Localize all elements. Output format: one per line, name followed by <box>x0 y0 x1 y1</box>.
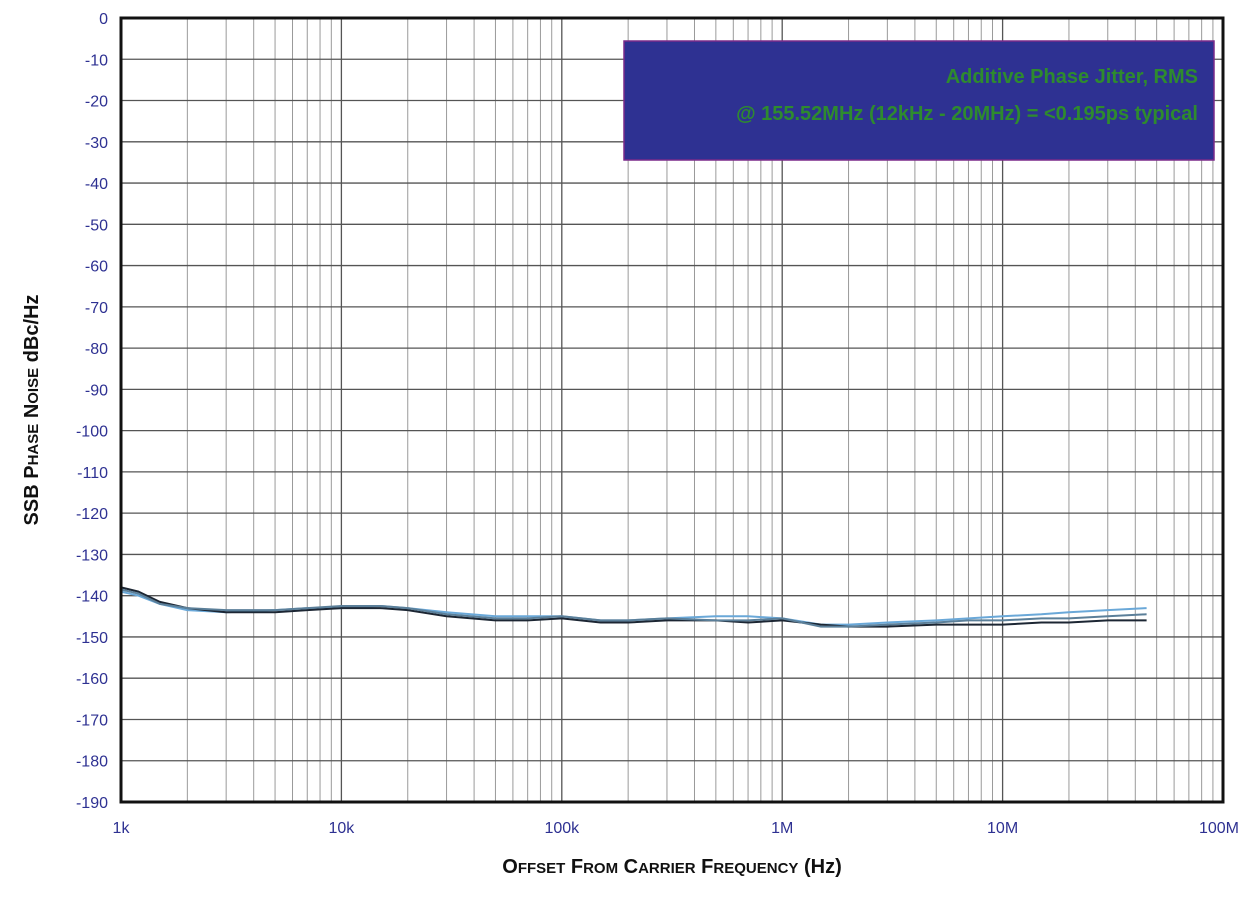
series-line-2 <box>120 586 1147 628</box>
y-tick-label: -190 <box>76 795 108 812</box>
x-tick-label: 1k <box>113 820 131 837</box>
y-tick-label: -60 <box>85 259 108 276</box>
y-tick-label: -40 <box>85 176 108 193</box>
y-tick-label: -120 <box>76 506 108 523</box>
y-tick-label: -140 <box>76 589 108 606</box>
y-tick-label: -100 <box>76 424 108 441</box>
plot-frame <box>119 16 1225 804</box>
annotation-box: Additive Phase Jitter, RMS @ 155.52MHz (… <box>623 40 1215 161</box>
y-tick-label: -170 <box>76 712 108 729</box>
y-tick-label: -130 <box>76 547 108 564</box>
x-axis-label: OFFSET FROM CARRIER FREQUENCY (Hz) <box>502 856 841 878</box>
y-tick-label: 0 <box>99 11 108 28</box>
x-tick-label: 100k <box>544 820 580 837</box>
y-tick-label: -90 <box>85 382 108 399</box>
y-tick-label: -150 <box>76 630 108 647</box>
y-tick-label: -110 <box>77 465 108 482</box>
y-tick-label: -160 <box>76 671 108 688</box>
y-tick-label: -10 <box>85 52 108 69</box>
x-tick-label: 100M <box>1199 820 1239 837</box>
x-tick-labels: 1k 10k 100k 1M 10M 100M <box>113 820 1239 837</box>
y-tick-label: -50 <box>85 217 108 234</box>
series-layer <box>120 586 1147 628</box>
y-tick-label: -180 <box>76 754 108 771</box>
series-line-3 <box>120 588 1147 628</box>
x-tick-label: 1M <box>771 820 793 837</box>
y-tick-label: -20 <box>85 94 108 111</box>
y-axis-label: SSB PHASE NOISE dBc/Hz <box>21 295 43 526</box>
x-tick-label: 10M <box>987 820 1018 837</box>
y-tick-label: -80 <box>85 341 108 358</box>
y-tick-label: -70 <box>85 300 108 317</box>
y-tick-labels: 0 -10 -20 -30 -40 -50 -60 -70 -80 -90 -100 -110 -120… <box>76 11 108 812</box>
annotation-line-2: @ 155.52MHz (12kHz - 20MHz) = <0.195ps t… <box>736 103 1198 125</box>
annotation-line-1: Additive Phase Jitter, RMS <box>946 66 1198 88</box>
x-tick-label: 10k <box>329 820 356 837</box>
minor-gridlines <box>186 18 1214 802</box>
y-tick-label: -30 <box>85 135 108 152</box>
